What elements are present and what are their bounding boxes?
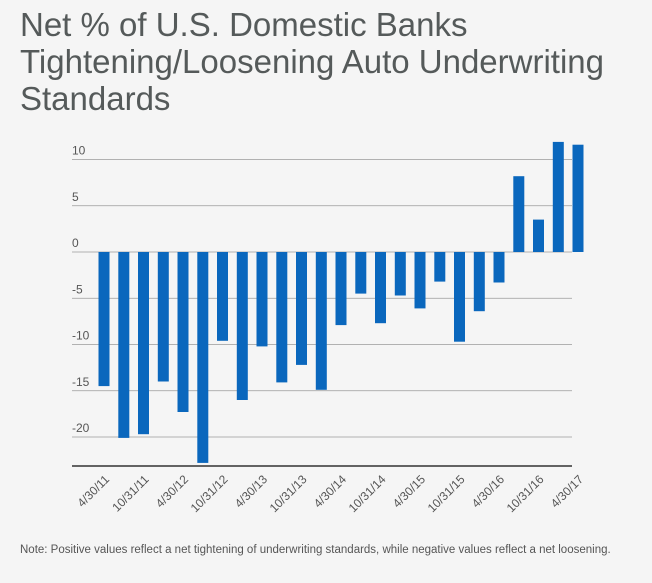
- x-tick-label: 4/30/16: [469, 472, 507, 510]
- y-tick-label: -10: [72, 329, 90, 343]
- bar: [296, 252, 307, 365]
- bar: [276, 252, 288, 383]
- bar: [355, 252, 367, 294]
- x-tick-label: 4/30/12: [153, 472, 191, 510]
- bar: [394, 252, 406, 296]
- y-tick-label: 0: [72, 236, 79, 250]
- bar: [454, 252, 465, 342]
- y-tick-label: 10: [72, 144, 86, 158]
- x-tick-label: 4/30/15: [390, 472, 428, 510]
- bar: [552, 141, 564, 252]
- bar: [335, 252, 347, 326]
- bar: [493, 252, 505, 283]
- bar: [434, 252, 446, 282]
- bar: [533, 219, 544, 252]
- bar: [138, 252, 149, 435]
- y-tick-label: 5: [72, 190, 79, 204]
- bar: [572, 144, 584, 252]
- chart-note: Note: Positive values reflect a net tigh…: [20, 544, 611, 556]
- x-tick-label: 10/31/13: [267, 472, 310, 515]
- x-tick-label: 10/31/16: [504, 472, 547, 515]
- x-tick-label: 4/30/11: [75, 472, 113, 510]
- bar: [414, 252, 426, 309]
- x-tick-label: 10/31/11: [109, 472, 152, 515]
- x-tick-label: 10/31/14: [346, 472, 389, 515]
- bar: [177, 252, 189, 412]
- bar: [197, 252, 209, 463]
- x-tick-label: 4/30/17: [548, 472, 586, 510]
- x-tick-label: 10/31/15: [425, 472, 468, 515]
- chart-title: Net % of U.S. Domestic Banks Tightening/…: [20, 6, 604, 117]
- bar: [473, 252, 485, 312]
- bar: [513, 176, 525, 252]
- bar: [315, 252, 327, 390]
- bar: [256, 252, 268, 347]
- y-tick-label: -20: [72, 421, 90, 435]
- bar: [217, 252, 228, 341]
- bars: [98, 141, 584, 463]
- bar: [375, 252, 386, 324]
- x-tick-label: 4/30/14: [311, 472, 349, 510]
- bar: [157, 252, 169, 382]
- y-tick-label: -15: [72, 375, 90, 389]
- bar: [98, 252, 110, 387]
- bar: [236, 252, 248, 400]
- bar: [118, 252, 130, 438]
- x-tick-label: 10/31/12: [188, 472, 231, 515]
- x-tick-label: 4/30/13: [232, 472, 270, 510]
- y-tick-label: -5: [72, 282, 83, 296]
- y-axis-labels: 10 5 0 -5 -10 -15 -20: [72, 144, 90, 436]
